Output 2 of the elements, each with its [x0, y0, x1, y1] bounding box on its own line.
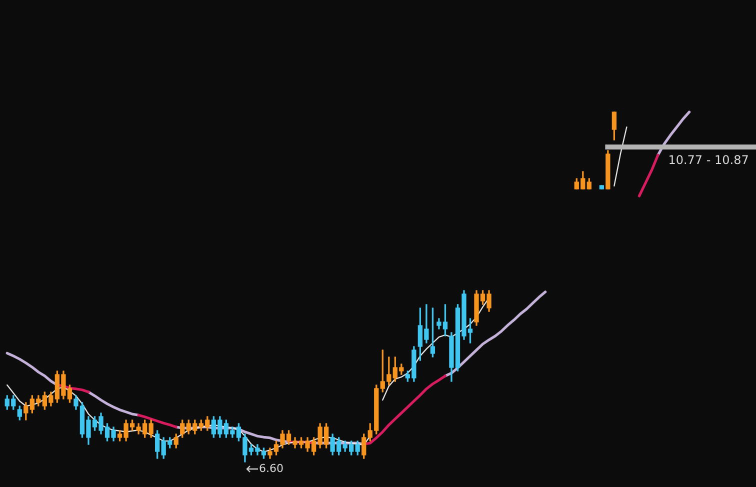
annotation: 6.60 — [258, 462, 284, 475]
annotation: 10.77 - 10.87 — [668, 153, 749, 168]
